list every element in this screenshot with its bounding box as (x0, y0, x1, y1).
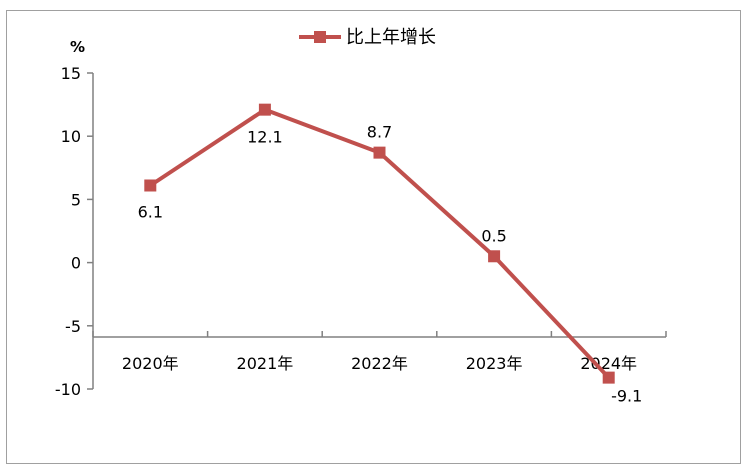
data-point-marker (373, 146, 386, 159)
y-tick-label: 10 (61, 127, 81, 146)
axis-ticks: 15 10 5 0 -5 -10 2020年 2021年 2022年 2023年 2024年 (55, 64, 667, 399)
x-tick-label: 2021年 (237, 354, 294, 373)
legend: 比上年增长 (299, 27, 436, 48)
series-1 (144, 103, 615, 384)
data-point-marker (602, 371, 615, 384)
data-label: 8.7 (367, 123, 392, 142)
data-point-marker (144, 179, 157, 192)
x-tick-label: 2022年 (351, 354, 408, 373)
x-tick-label: 2024年 (580, 354, 637, 373)
y-unit-label: % (70, 38, 85, 56)
chart-border (6, 10, 741, 464)
data-labels: 6.1 12.1 8.7 0.5 -9.1 (138, 123, 643, 406)
data-label: 6.1 (138, 202, 163, 221)
data-label: 0.5 (481, 226, 506, 245)
data-point-marker (488, 250, 501, 263)
data-point-marker (258, 103, 271, 116)
data-label: 12.1 (247, 128, 283, 147)
x-tick-label: 2020年 (122, 354, 179, 373)
y-tick-label: 0 (71, 254, 81, 273)
x-tick-label: 2023年 (466, 354, 523, 373)
y-tick-label: 5 (71, 190, 81, 209)
y-tick-label: 15 (61, 64, 81, 83)
legend-label: 比上年增长 (346, 27, 436, 48)
y-tick-label: -10 (55, 380, 81, 399)
legend-marker (314, 31, 326, 43)
y-tick-label: -5 (65, 317, 81, 336)
data-label: -9.1 (611, 387, 642, 406)
